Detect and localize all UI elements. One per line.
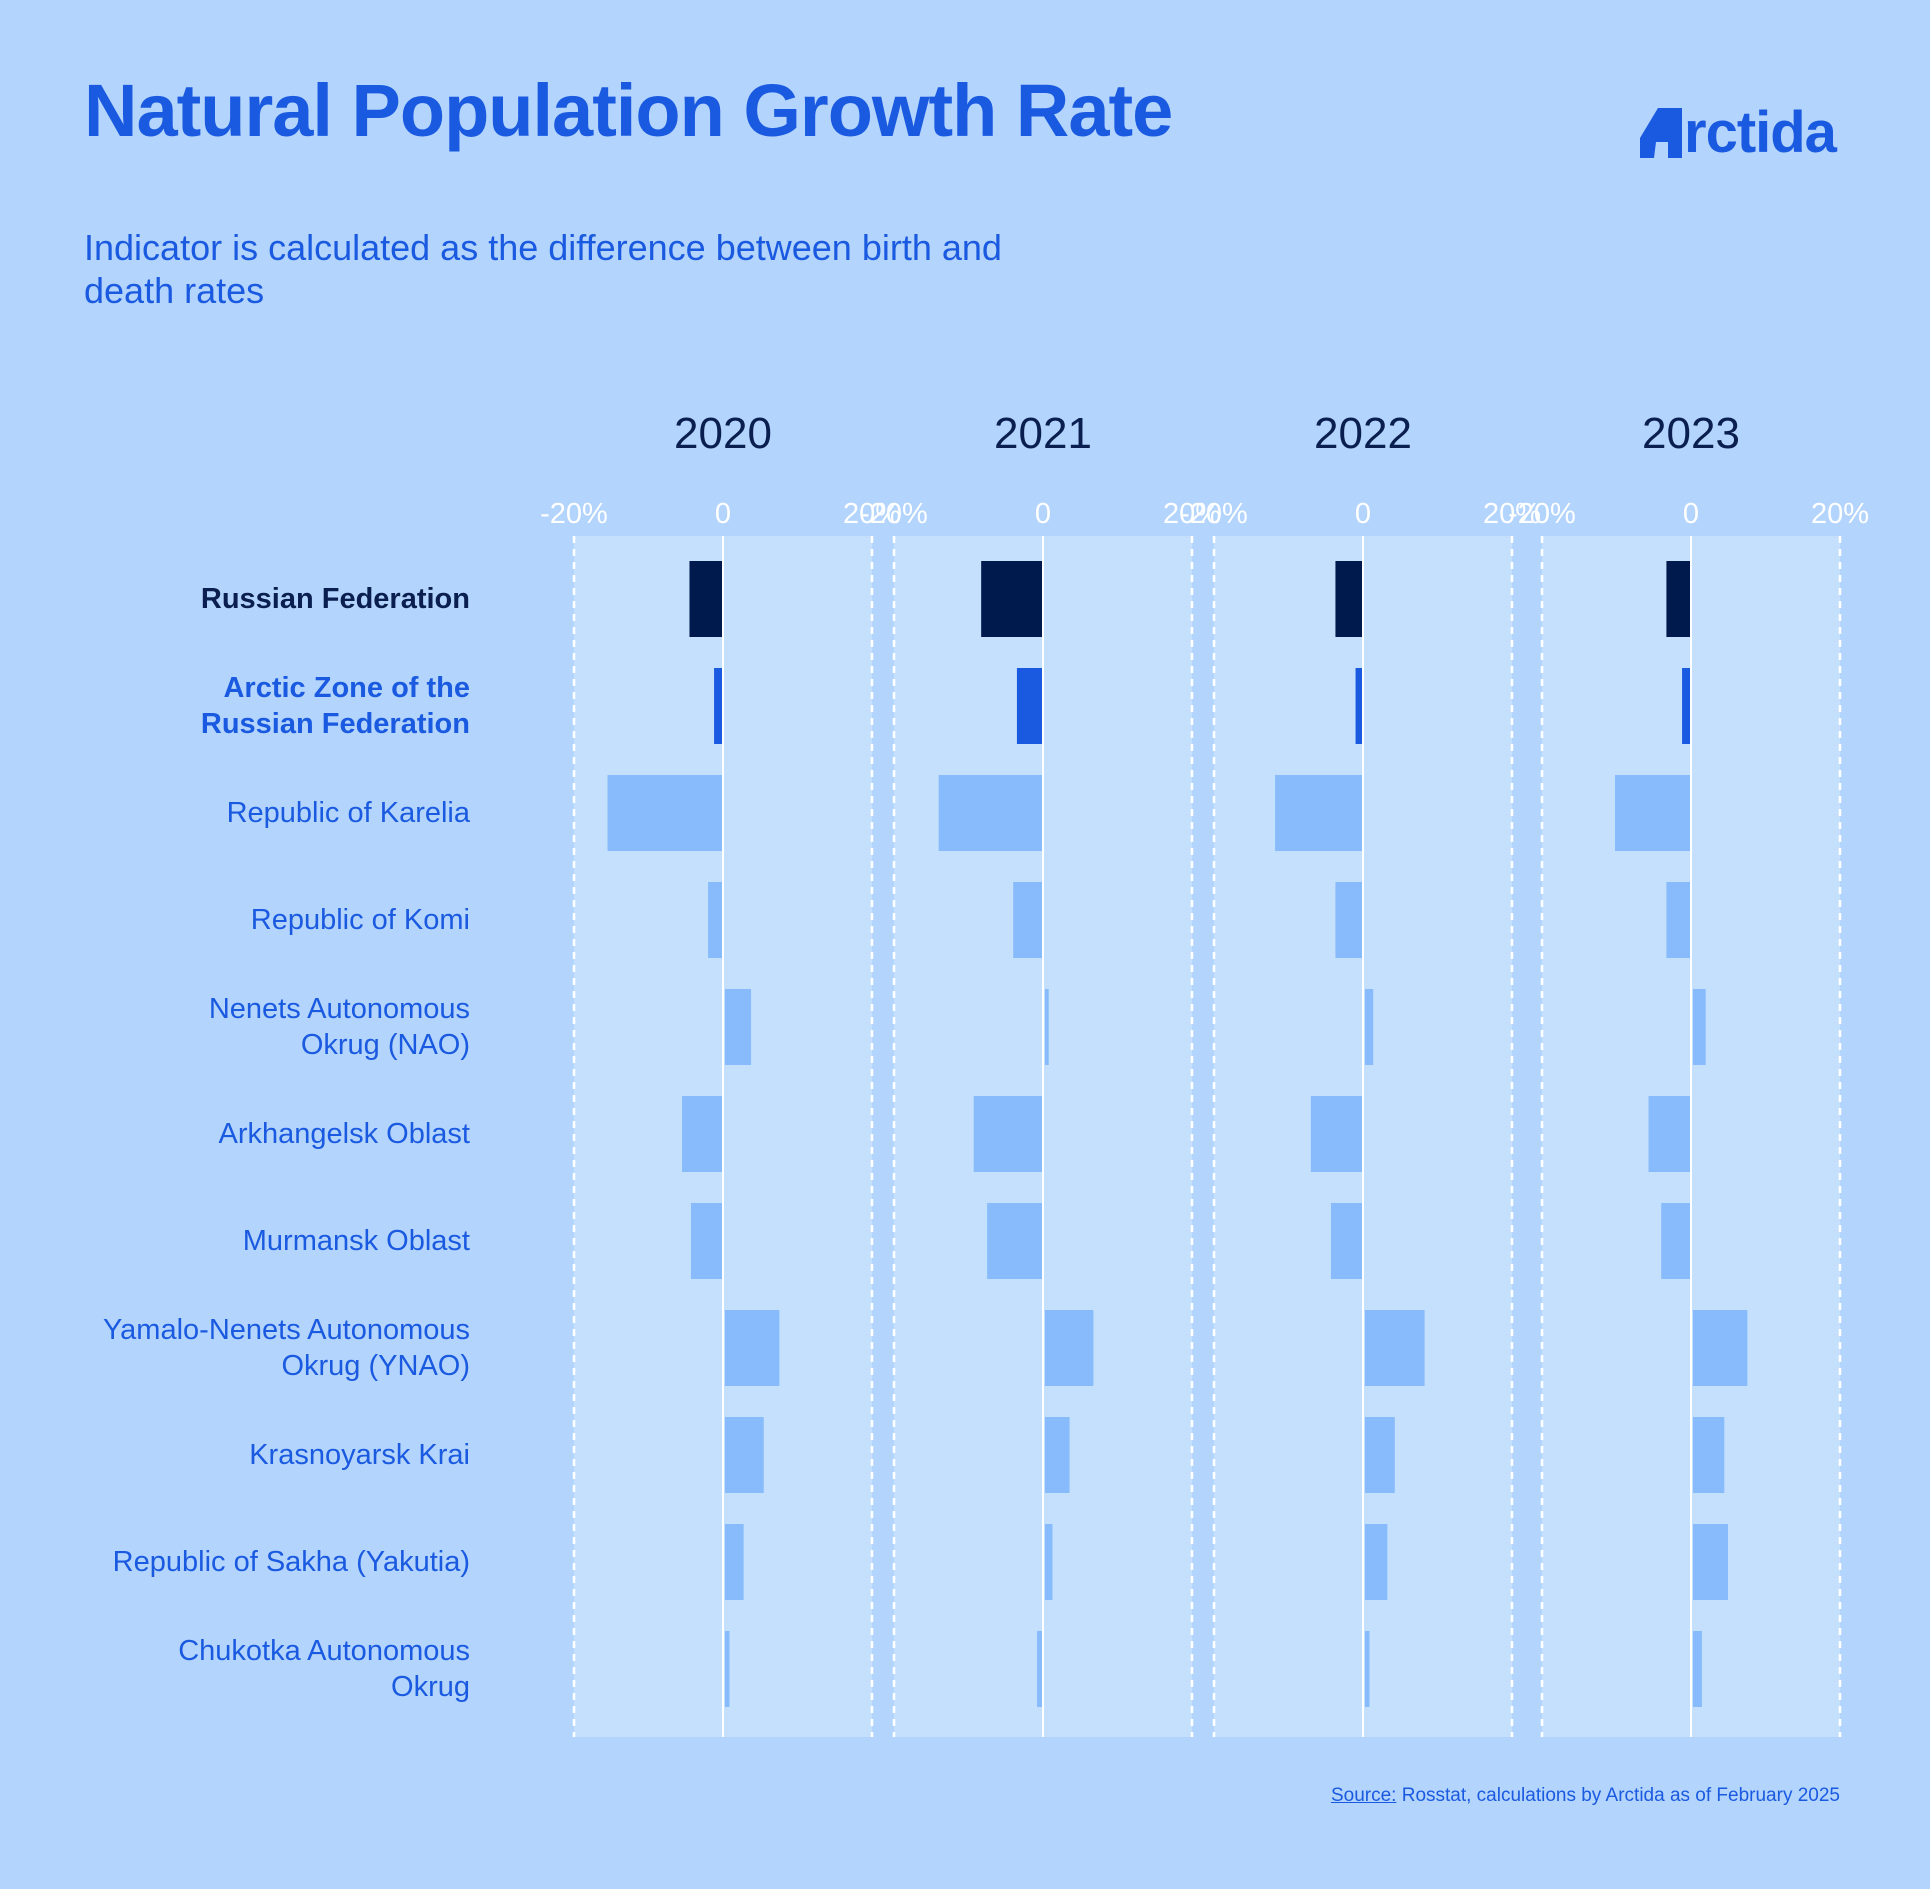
bar <box>1365 1524 1388 1600</box>
row-label-line: Murmansk Oblast <box>242 1225 470 1257</box>
row-label-line: Republic of Komi <box>250 904 470 936</box>
bar <box>1045 1310 1094 1386</box>
tick-label: 20% <box>1483 498 1541 530</box>
row-label-line: Yamalo-Nenets Autonomous <box>102 1314 470 1346</box>
bar <box>708 882 723 958</box>
tick-label: 20% <box>843 498 901 530</box>
tick-label: -20% <box>1180 498 1248 530</box>
bar <box>725 1417 764 1493</box>
source-note: Source: Rosstat, calculations by Arctida… <box>1331 1785 1840 1807</box>
row-label: Russian Federation <box>10 581 470 617</box>
arctida-logo: rctida <box>1640 98 1837 165</box>
bar <box>1310 1096 1363 1172</box>
bar <box>938 775 1043 851</box>
row-label-line: Okrug (YNAO) <box>281 1350 470 1382</box>
bar <box>1365 1310 1425 1386</box>
row-label: Chukotka Autonomous Okrug <box>10 1633 470 1705</box>
bar <box>1693 1631 1702 1707</box>
bar <box>1666 882 1691 958</box>
bar <box>1016 668 1043 744</box>
tick-label: 0 <box>715 498 731 530</box>
bar <box>690 1203 723 1279</box>
tick-label: -20% <box>1508 498 1576 530</box>
bar <box>973 1096 1043 1172</box>
year-label: 2020 <box>674 409 772 458</box>
year-label: 2022 <box>1314 409 1412 458</box>
row-label-line: Krasnoyarsk Krai <box>249 1439 470 1471</box>
bar <box>1037 1631 1043 1707</box>
bar <box>1693 1524 1729 1600</box>
bar <box>1661 1203 1691 1279</box>
tick-label: 0 <box>1355 498 1371 530</box>
bar <box>1275 775 1363 851</box>
row-label: Republic of Sakha (Yakutia) <box>10 1544 470 1580</box>
tick-label: 0 <box>1683 498 1699 530</box>
bar <box>1693 1417 1725 1493</box>
bar <box>1045 1524 1053 1600</box>
row-label-line: Nenets Autonomous <box>208 993 470 1025</box>
row-label-line: Republic of Karelia <box>226 797 470 829</box>
bar <box>725 1631 730 1707</box>
row-label: Yamalo-Nenets Autonomous Okrug (YNAO) <box>10 1312 470 1384</box>
row-label-line: Republic of Sakha (Yakutia) <box>112 1546 470 1578</box>
bar <box>1045 989 1049 1065</box>
row-label: Republic of Karelia <box>10 795 470 831</box>
row-label-line: Arkhangelsk Oblast <box>218 1118 470 1150</box>
row-label-line: Arctic Zone of the <box>223 672 470 704</box>
row-label: Republic of Komi <box>10 902 470 938</box>
bar <box>1648 1096 1691 1172</box>
bar <box>1045 1417 1070 1493</box>
bar <box>1682 668 1691 744</box>
bar <box>1013 882 1043 958</box>
bar <box>1365 989 1374 1065</box>
row-label: Arkhangelsk Oblast <box>10 1116 470 1152</box>
bar <box>1693 1310 1748 1386</box>
bar <box>1335 561 1363 637</box>
row-label: Murmansk Oblast <box>10 1223 470 1259</box>
row-label: Arctic Zone of the Russian Federation <box>10 670 470 742</box>
bar <box>1693 989 1706 1065</box>
logo-text: rctida <box>1684 100 1837 165</box>
bar <box>1335 882 1363 958</box>
row-label-line: Chukotka Autonomous <box>178 1635 470 1667</box>
tick-label: -20% <box>860 498 928 530</box>
source-text: Rosstat, calculations by Arctida as of F… <box>1396 1785 1840 1806</box>
bar <box>725 1524 744 1600</box>
logo-a-mark-icon <box>1640 108 1682 158</box>
tick-label: 20% <box>1163 498 1221 530</box>
bar <box>987 1203 1043 1279</box>
chart-subtitle: Indicator is calculated as the differenc… <box>84 227 1002 311</box>
chart-title: Natural Population Growth Rate <box>84 69 1173 152</box>
tick-label: 0 <box>1035 498 1051 530</box>
bar <box>1355 668 1363 744</box>
bar <box>1615 775 1691 851</box>
bar <box>689 561 723 637</box>
row-label-line: Okrug (NAO) <box>300 1029 470 1061</box>
bar <box>714 668 723 744</box>
bar <box>1365 1631 1370 1707</box>
year-label: 2021 <box>994 409 1092 458</box>
row-label-line: Russian Federation <box>200 583 470 615</box>
row-label: Krasnoyarsk Krai <box>10 1437 470 1473</box>
row-label-line: Okrug <box>391 1671 470 1703</box>
bar <box>1666 561 1691 637</box>
tick-label: -20% <box>540 498 608 530</box>
bar <box>981 561 1043 637</box>
bar <box>682 1096 723 1172</box>
bar <box>607 775 723 851</box>
bar <box>725 1310 780 1386</box>
year-label: 2023 <box>1642 409 1740 458</box>
bar <box>1330 1203 1363 1279</box>
source-link[interactable]: Source: <box>1330 1785 1397 1806</box>
row-label-line: Russian Federation <box>200 708 470 740</box>
bar <box>1365 1417 1395 1493</box>
bar <box>725 989 752 1065</box>
row-label: Nenets Autonomous Okrug (NAO) <box>10 991 470 1063</box>
tick-label: 20% <box>1811 498 1869 530</box>
